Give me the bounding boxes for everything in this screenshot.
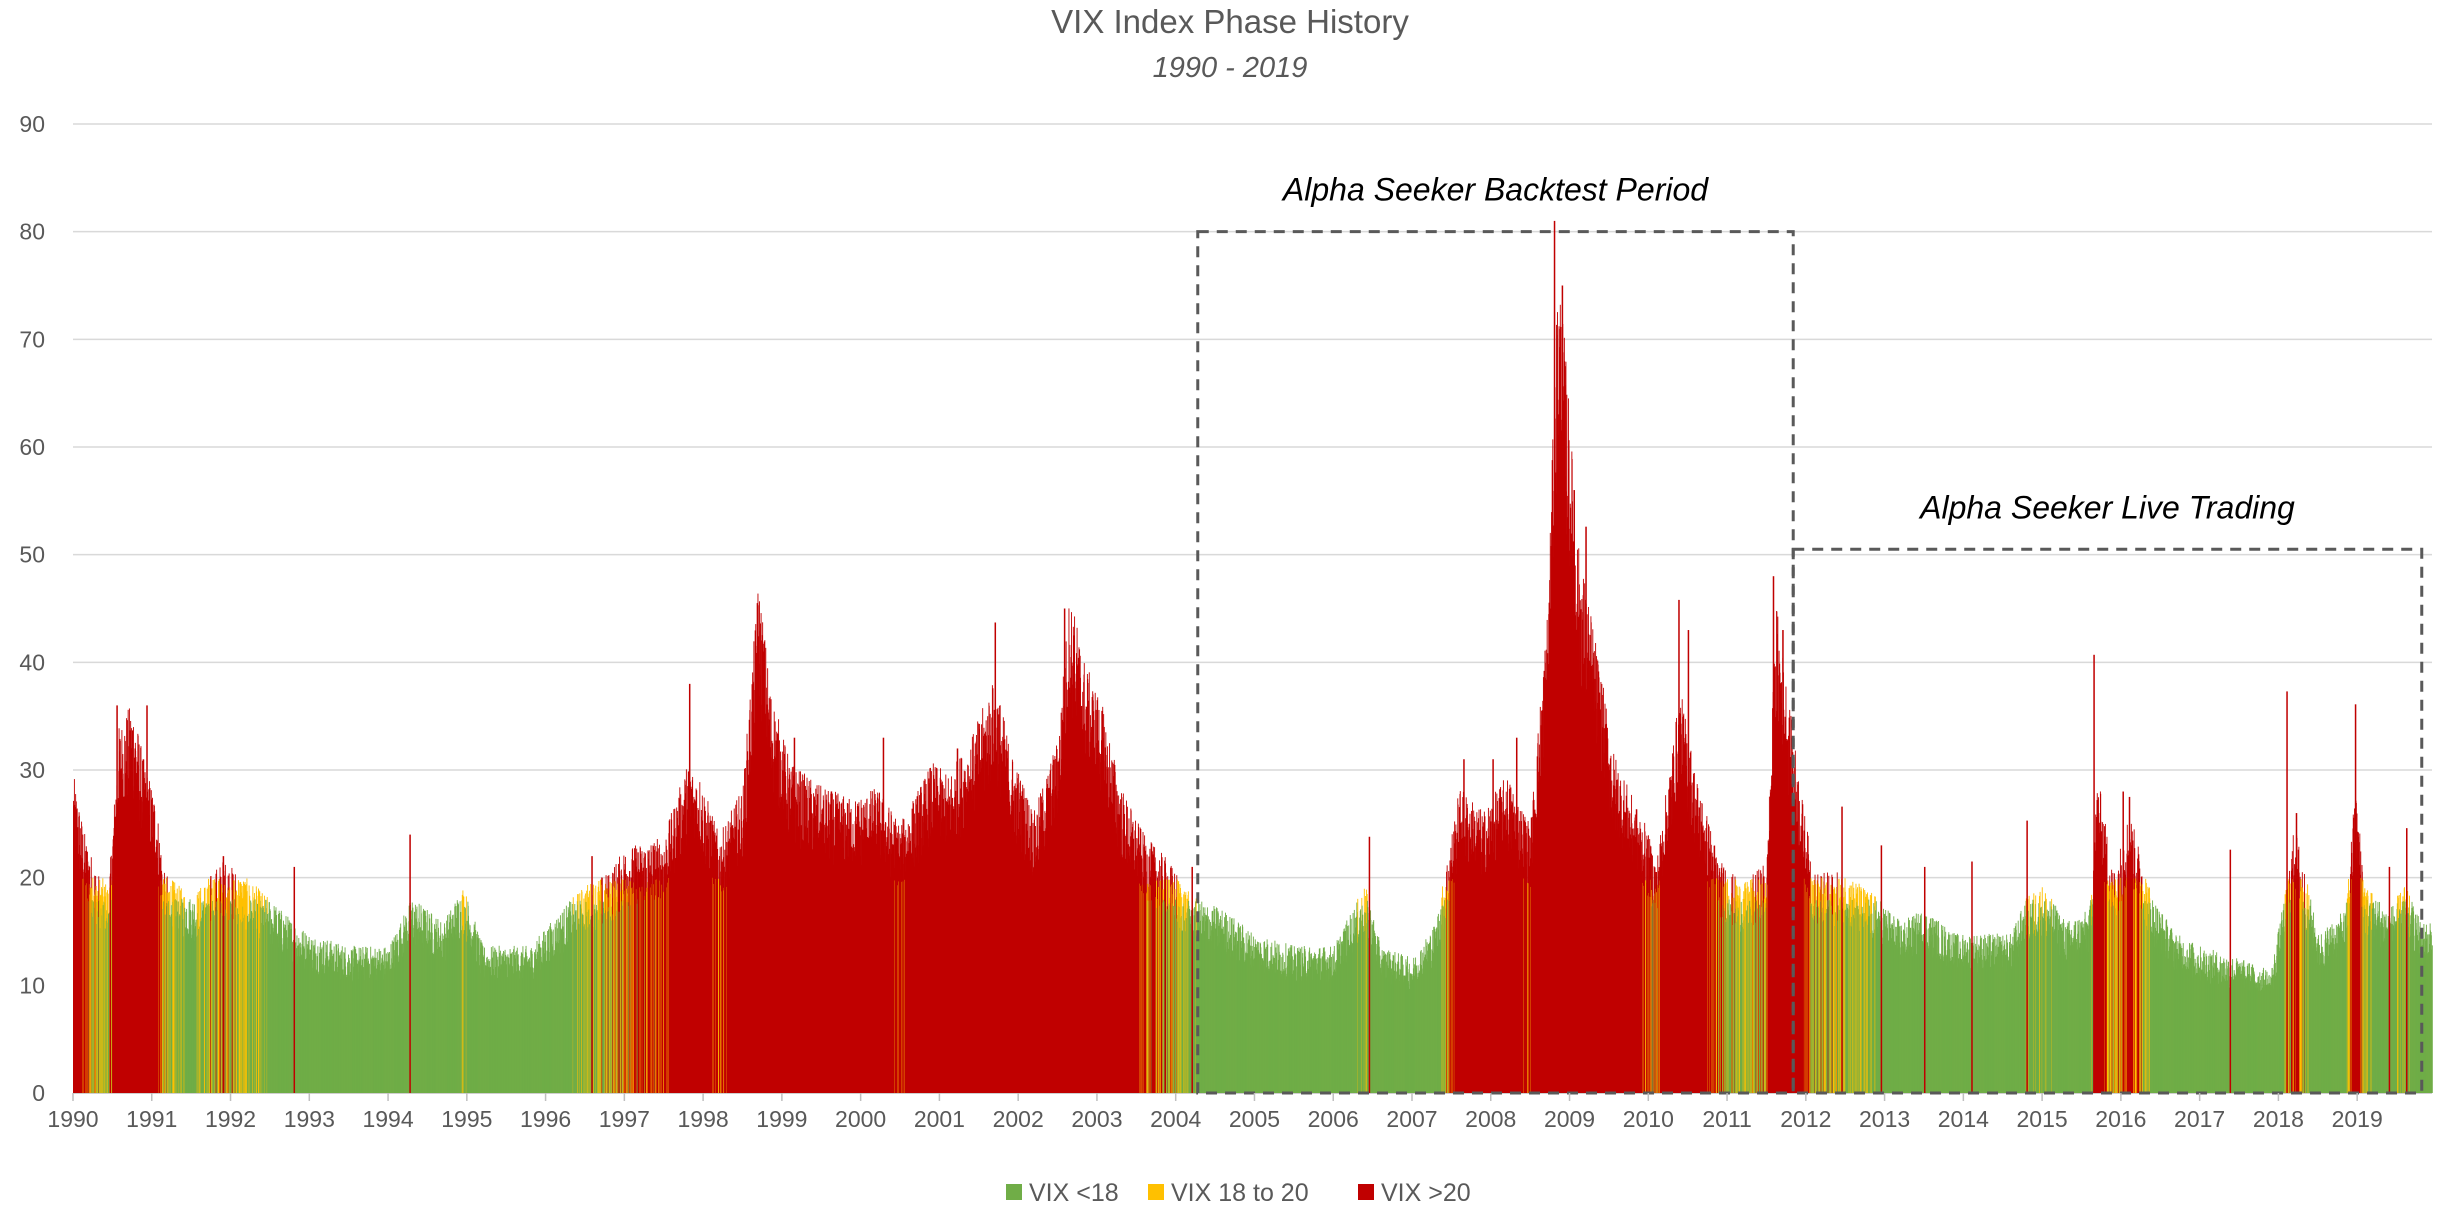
vix-bars xyxy=(73,220,2433,1094)
chart-subtitle: 1990 - 2019 xyxy=(1153,52,1308,84)
chart-title: VIX Index Phase History xyxy=(1051,3,1409,40)
